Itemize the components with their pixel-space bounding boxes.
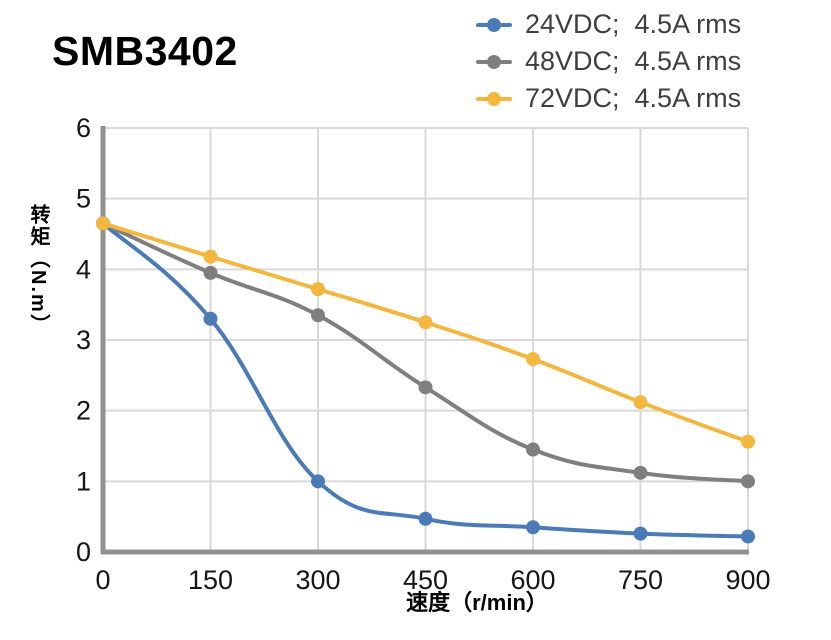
data-point-48vdc	[633, 465, 648, 480]
legend-item-24vdc: 24VDC; 4.5A rms	[476, 6, 741, 43]
chart-title: SMB3402	[52, 28, 238, 74]
legend-item-72vdc: 72VDC; 4.5A rms	[476, 80, 741, 117]
data-point-24vdc	[311, 474, 325, 489]
data-point-72vdc	[633, 395, 648, 410]
data-point-48vdc	[311, 308, 325, 323]
x-tick-label: 750	[618, 565, 663, 595]
data-point-24vdc	[203, 311, 218, 326]
legend-dot-icon	[487, 17, 501, 32]
data-point-72vdc	[311, 282, 325, 297]
legend: 24VDC; 4.5A rms 48VDC; 4.5A rms 72VDC; 4…	[476, 6, 741, 117]
legend-line-icon	[476, 91, 512, 106]
x-tick-label: 600	[510, 565, 555, 595]
x-tick-label: 300	[295, 565, 340, 595]
data-point-72vdc	[741, 434, 755, 449]
data-point-48vdc	[526, 442, 540, 457]
x-axis-title: 速度（r/min）	[406, 590, 548, 615]
legend-line-icon	[476, 54, 512, 69]
data-point-48vdc	[418, 380, 433, 395]
legend-line-icon	[476, 17, 512, 32]
data-point-72vdc	[418, 315, 433, 330]
legend-label: 72VDC; 4.5A rms	[525, 83, 742, 113]
legend-label: 24VDC; 4.5A rms	[525, 9, 742, 39]
y-tick-label: 6	[76, 113, 91, 143]
data-point-48vdc	[203, 265, 218, 280]
x-tick-label: 150	[188, 565, 233, 595]
data-point-72vdc	[526, 352, 540, 367]
y-tick-label: 4	[76, 254, 91, 284]
legend-label: 48VDC; 4.5A rms	[525, 46, 742, 76]
x-tick-label: 450	[403, 565, 448, 595]
y-tick-label: 0	[76, 537, 91, 567]
data-point-24vdc	[633, 526, 648, 541]
y-tick-label: 5	[76, 184, 91, 214]
data-point-24vdc	[526, 520, 540, 535]
data-point-48vdc	[741, 474, 755, 489]
data-point-24vdc	[418, 511, 433, 526]
y-tick-label: 3	[76, 325, 91, 355]
y-tick-label: 2	[76, 396, 91, 426]
data-point-72vdc	[96, 216, 110, 231]
x-tick-label: 900	[725, 565, 770, 595]
legend-dot-icon	[487, 54, 501, 69]
data-point-72vdc	[203, 249, 218, 264]
y-axis-title: 转矩（N.m）	[27, 204, 49, 336]
data-point-24vdc	[741, 529, 755, 544]
x-tick-label: 0	[95, 565, 110, 595]
legend-dot-icon	[487, 91, 501, 106]
legend-item-48vdc: 48VDC; 4.5A rms	[476, 43, 741, 80]
y-tick-label: 1	[76, 466, 91, 496]
